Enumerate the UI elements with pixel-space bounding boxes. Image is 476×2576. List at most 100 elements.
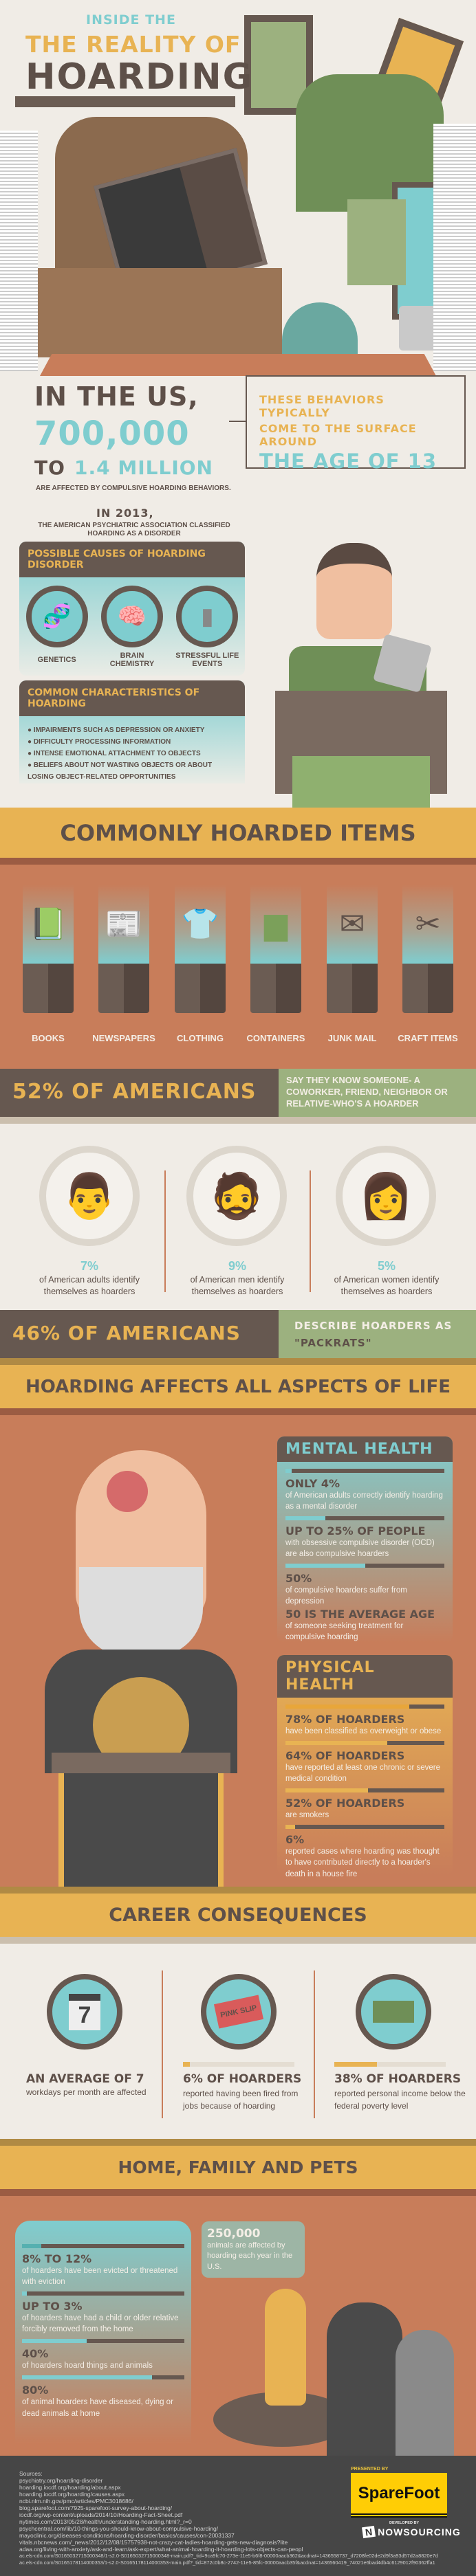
- item-craft-items: ✂: [402, 885, 453, 1013]
- divider: [310, 1170, 311, 1292]
- bald-man-illustration: [45, 1450, 237, 1887]
- age-box: THESE BEHAVIORS TYPICALLY COME TO THE SU…: [246, 375, 466, 473]
- item-clothing: 👕: [175, 885, 226, 1013]
- progress-bar: [285, 1825, 444, 1830]
- hero-title-line2: HOARDING: [25, 56, 254, 98]
- causes-card: POSSIBLE CAUSES OF HOARDING DISORDER 🧬 GE…: [19, 542, 245, 676]
- intro-caption: ARE AFFECTED BY COMPULSIVE HOARDING BEHA…: [36, 485, 231, 492]
- age-box-highlight: THE AGE OF 13: [259, 449, 437, 473]
- item-label: JUNK MAIL: [327, 1033, 377, 1043]
- home-title: HOME, FAMILY AND PETS: [118, 2157, 358, 2177]
- age-box-line1: THESE BEHAVIORS TYPICALLY: [259, 393, 385, 419]
- source-link[interactable]: ac.els-cdn.com/S0165178114000353/1-s2.0-…: [19, 2560, 435, 2566]
- face-man: 🧔: [186, 1146, 287, 1246]
- divider: [314, 1970, 315, 2118]
- physical-health-card: PHYSICAL HEALTH 78% OF HOARDERS have bee…: [277, 1655, 453, 1878]
- progress-bar: [334, 2062, 446, 2067]
- source-link[interactable]: nytimes.com/2013/05/28/health/understand…: [19, 2518, 192, 2525]
- stat-text: of American adults correctly identify ho…: [285, 1491, 443, 1511]
- stat-text: of hoarders hoard things and animals: [22, 2362, 153, 2370]
- band-46-text1: DESCRIBE HOARDERS AS: [294, 1320, 453, 1332]
- source-link[interactable]: psychcentral.com/lib/10-things-you-shoul…: [19, 2525, 219, 2532]
- stat-headline: 78% OF HOARDERS: [285, 1713, 405, 1726]
- stat-text: of animal hoarders have diseased, dying …: [22, 2398, 173, 2418]
- divider: [0, 1358, 476, 1365]
- nowsourcing-logo: N NOWSOURCING: [361, 2525, 461, 2539]
- physical-health-title: PHYSICAL HEALTH: [277, 1655, 453, 1698]
- stat-desc: of American adults identify themselves a…: [39, 1275, 140, 1296]
- stat-headline: UP TO 25% OF PEOPLE: [285, 1524, 426, 1538]
- intro-line1: IN THE US,: [34, 381, 199, 412]
- items-section: [0, 865, 476, 1069]
- band-46-text2: "PACKRATS": [294, 1337, 372, 1349]
- progress-bar: [285, 1516, 444, 1521]
- source-link[interactable]: blog.sparefoot.com/7925-sparefoot-survey…: [19, 2505, 173, 2511]
- progress-bar: [22, 2339, 184, 2344]
- causes-title: POSSIBLE CAUSES OF HOARDING DISORDER: [19, 542, 245, 577]
- stat-pct: 5%: [377, 1259, 396, 1273]
- stat-headline: 8% TO 12%: [22, 2252, 92, 2265]
- pink-slip-icon: PINK SLIP: [201, 1974, 277, 2050]
- woman-face-icon: 👩: [358, 1170, 413, 1221]
- intro-to: TO: [34, 456, 65, 479]
- developed-by-label: DEVELOPED BY: [389, 2521, 420, 2525]
- source-link[interactable]: ac.els-cdn.com/S0165032715000348/1-s2.0-…: [19, 2553, 438, 2559]
- divider: [162, 1970, 163, 2118]
- progress-bar: [285, 1469, 444, 1473]
- stat-headline: UP TO 3%: [22, 2300, 83, 2313]
- bearded-man-face-icon: 🧔: [209, 1170, 264, 1221]
- brain-icon: 🧠: [100, 586, 163, 647]
- characteristic-item: ● DIFFICULTY PROCESSING INFORMATION: [28, 738, 171, 746]
- source-link[interactable]: mayoclinic.org/diseases-conditions/hoard…: [19, 2532, 235, 2539]
- characteristic-item: ● INTENSE EMOTIONAL ATTACHMENT TO OBJECT…: [28, 750, 201, 757]
- cause-brain-chemistry: 🧠 BRAIN CHEMISTRY: [98, 586, 166, 668]
- divider: [0, 2139, 476, 2146]
- hero-kicker: INSIDE THE: [86, 12, 176, 27]
- year-text: THE AMERICAN PSYCHIATRIC ASSOCIATION CLA…: [38, 522, 230, 537]
- source-link[interactable]: adaa.org/living-with-anxiety/ask-and-lea…: [19, 2546, 303, 2553]
- source-link[interactable]: vitals.nbcnews.com/_news/2012/12/08/1575…: [19, 2539, 288, 2546]
- divider: [0, 1117, 476, 1124]
- item-junk-mail: ✉: [327, 885, 378, 1013]
- source-link[interactable]: hoarding.iocdf.org/hoarding/about.aspx: [19, 2484, 121, 2491]
- band-52-right: [279, 1069, 476, 1117]
- source-link[interactable]: iocdf.org/wp-content/uploads/2014/10/Hoa…: [19, 2511, 183, 2518]
- source-link[interactable]: ncbi.nlm.nih.gov/pmc/articles/PMC3018686…: [19, 2498, 133, 2505]
- career-title: CAREER CONSEQUENCES: [109, 1905, 367, 1926]
- source-link[interactable]: psychiatry.org/hoarding-disorder: [19, 2477, 103, 2484]
- source-link[interactable]: hoarding.iocdf.org/hoarding/causes.aspx: [19, 2491, 125, 2498]
- shirt-icon: 👕: [181, 907, 219, 941]
- man-with-box-illustration: [275, 543, 468, 808]
- calendar-icon: 7: [47, 1974, 122, 2050]
- stat-desc: of American women identify themselves as…: [334, 1275, 440, 1296]
- stat-text: of compulsive hoarders suffer from depre…: [285, 1586, 407, 1606]
- money-icon: [356, 1974, 431, 2050]
- mental-health-title: MENTAL HEALTH: [277, 1436, 453, 1462]
- sources-label: Sources:: [19, 2470, 43, 2477]
- cats-illustration: [213, 2289, 461, 2456]
- dna-icon: 🧬: [25, 586, 88, 647]
- envelope-icon: ✉: [339, 907, 365, 941]
- characteristic-item: ● BELIEFS ABOUT NOT WASTING OBJECTS OR A…: [28, 762, 213, 781]
- intro-number: 700,000: [34, 414, 190, 453]
- item-label: NEWSPAPERS: [92, 1033, 155, 1043]
- divider: [0, 858, 476, 865]
- stat-headline: 40%: [22, 2347, 49, 2361]
- stat-headline: 80%: [22, 2384, 49, 2397]
- item-label: CLOTHING: [177, 1033, 224, 1043]
- stat-text: of hoarders have had a child or older re…: [22, 2314, 179, 2334]
- sources-list: Sources: psychiatry.org/hoarding-disorde…: [19, 2470, 438, 2566]
- year-heading: IN 2013,: [96, 507, 154, 520]
- divider: [164, 1170, 166, 1292]
- item-label: CONTAINERS: [246, 1033, 305, 1043]
- stat-headline: 6%: [285, 1833, 305, 1847]
- cause-label: GENETICS: [37, 656, 76, 664]
- progress-bar: [22, 2375, 184, 2380]
- aspects-banner: HOARDING AFFECTS ALL ASPECTS OF LIFE: [0, 1365, 476, 1408]
- tombstone-icon: ▮: [176, 586, 239, 647]
- band-52-text: SAY THEY KNOW SOMEONE- A COWORKER, FRIEN…: [286, 1075, 448, 1109]
- stat-text: have reported at least one chronic or se…: [285, 1764, 441, 1784]
- item-containers: ▆: [250, 885, 301, 1013]
- stat-headline: 64% OF HOARDERS: [285, 1749, 405, 1763]
- home-banner: HOME, FAMILY AND PETS: [0, 2146, 476, 2189]
